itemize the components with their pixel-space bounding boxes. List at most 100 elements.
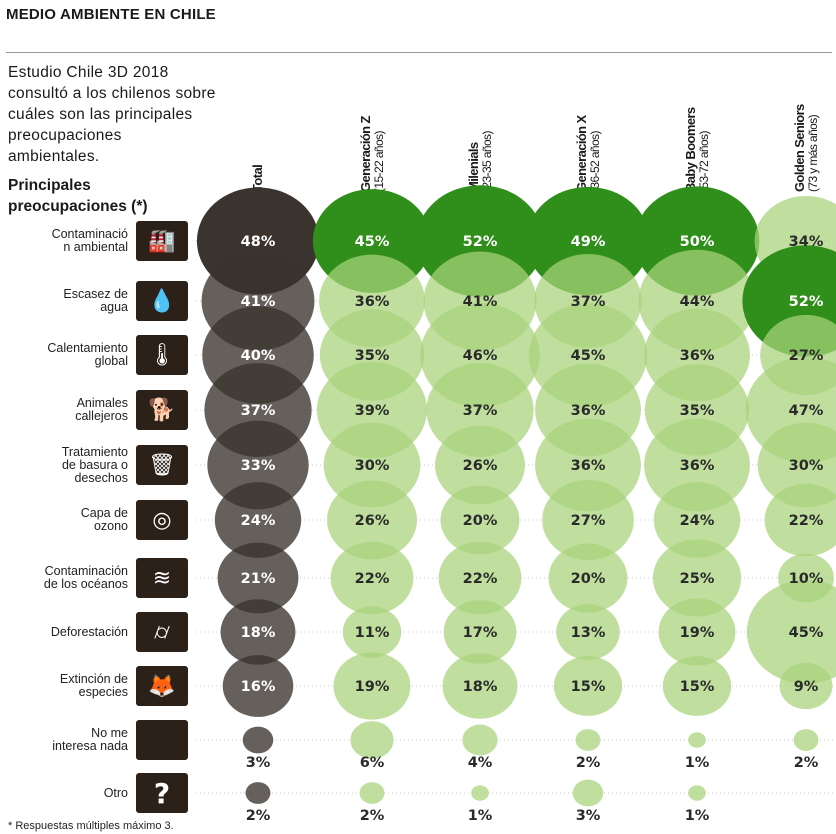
value-label: 34% bbox=[789, 234, 824, 250]
row-label-line: agua bbox=[100, 300, 128, 314]
fox-icon: 🦊 bbox=[136, 666, 188, 706]
value-label: 40% bbox=[241, 348, 276, 364]
bubble-mark bbox=[207, 420, 309, 510]
factory-icon: 🏭 bbox=[136, 221, 188, 261]
intro-line: ambientales. bbox=[8, 148, 100, 165]
row-label-line: No me bbox=[91, 726, 128, 740]
value-label: 36% bbox=[680, 348, 715, 364]
bubble-mark bbox=[779, 662, 833, 710]
value-label: 37% bbox=[463, 403, 498, 419]
row-label-line: Contaminació bbox=[51, 227, 128, 241]
value-label: 50% bbox=[680, 234, 715, 250]
row-label-line: ozono bbox=[93, 519, 128, 533]
row-label-line: Calentamiento bbox=[47, 341, 128, 355]
value-label: 2% bbox=[360, 808, 385, 824]
row-label: Deforestación bbox=[50, 624, 128, 639]
value-label: 52% bbox=[463, 234, 498, 250]
value-label: 13% bbox=[571, 625, 606, 641]
row-label: No me interesa nada bbox=[52, 727, 128, 753]
value-label: 25% bbox=[680, 571, 715, 587]
value-label: 6% bbox=[360, 755, 385, 771]
bubble-mark bbox=[220, 599, 296, 665]
bubble-mark bbox=[548, 543, 628, 613]
dog-icon: 🐕 bbox=[136, 390, 188, 430]
row-label-line: Deforestación bbox=[50, 624, 128, 639]
value-label: 24% bbox=[241, 513, 276, 529]
value-label: 46% bbox=[463, 348, 498, 364]
bubble-mark bbox=[443, 600, 517, 664]
value-label: 22% bbox=[463, 571, 498, 587]
bubble-mark bbox=[440, 485, 520, 555]
bubble-mark bbox=[556, 604, 620, 660]
value-label: 22% bbox=[355, 571, 390, 587]
bubble-mark bbox=[746, 580, 836, 684]
value-label: 2% bbox=[794, 755, 819, 771]
bubble-mark bbox=[323, 422, 421, 508]
value-label: 21% bbox=[241, 571, 276, 587]
bubble-mark bbox=[327, 480, 417, 560]
bubble-mark bbox=[553, 656, 623, 716]
value-label: 2% bbox=[576, 755, 601, 771]
value-label: 3% bbox=[246, 755, 271, 771]
bubble-mark bbox=[245, 782, 271, 804]
value-label: 49% bbox=[571, 234, 606, 250]
value-label: 9% bbox=[794, 679, 819, 695]
bubble-mark bbox=[572, 779, 604, 807]
row-label: Calentamiento global bbox=[47, 342, 128, 368]
value-label: 36% bbox=[571, 403, 606, 419]
row-label: Escasez de agua bbox=[63, 288, 128, 314]
value-label: 37% bbox=[241, 403, 276, 419]
value-label: 41% bbox=[463, 294, 498, 310]
value-label: 26% bbox=[355, 513, 390, 529]
value-label: 17% bbox=[463, 625, 498, 641]
bubble-mark bbox=[217, 542, 299, 614]
bubble-mark bbox=[688, 785, 706, 801]
value-label: 11% bbox=[355, 625, 390, 641]
value-label: 45% bbox=[355, 234, 390, 250]
row-label-line: Capa de bbox=[80, 506, 128, 520]
intro-line: consultó a los chilenos sobre bbox=[8, 85, 216, 102]
bubble-mark bbox=[435, 425, 525, 505]
value-label: 20% bbox=[571, 571, 606, 587]
value-label: 1% bbox=[685, 755, 710, 771]
bubble-mark bbox=[242, 726, 274, 754]
question-mark-icon: ? bbox=[136, 773, 188, 813]
intro-line: Estudio Chile 3D 2018 bbox=[8, 64, 169, 81]
blank-icon bbox=[136, 720, 188, 760]
row-label-line: global bbox=[94, 354, 128, 368]
bubble-mark bbox=[442, 653, 518, 719]
bubble-mark bbox=[764, 483, 836, 557]
section-title: MEDIO AMBIENTE EN CHILE bbox=[6, 6, 216, 23]
value-label: 33% bbox=[241, 458, 276, 474]
row-label-line: interesa nada bbox=[52, 739, 128, 753]
value-label: 48% bbox=[241, 234, 276, 250]
value-label: 1% bbox=[685, 808, 710, 824]
value-label: 20% bbox=[463, 513, 498, 529]
row-label-line: Otro bbox=[103, 785, 128, 800]
value-label: 47% bbox=[789, 403, 824, 419]
row-label-line: Tratamiento bbox=[61, 444, 128, 459]
thermometer-icon: 🌡 bbox=[136, 335, 188, 375]
row-label-line: Escasez de bbox=[63, 287, 128, 301]
ozone-globe-icon: ◎ bbox=[136, 500, 188, 540]
chart-subtitle: Principales preocupaciones (*) bbox=[8, 175, 148, 217]
value-label: 15% bbox=[571, 679, 606, 695]
bubble-mark bbox=[542, 479, 634, 561]
bubble-mark bbox=[330, 541, 414, 615]
waves-icon: ≋ bbox=[136, 558, 188, 598]
row-label-line: de basura o bbox=[61, 457, 128, 472]
subtitle-line: Principales bbox=[8, 177, 91, 194]
water-drop-icon: 💧 bbox=[136, 281, 188, 321]
value-label: 36% bbox=[571, 458, 606, 474]
value-label: 36% bbox=[680, 458, 715, 474]
bubble-mark bbox=[214, 482, 302, 558]
value-label: 41% bbox=[241, 294, 276, 310]
bubble-mark bbox=[658, 598, 736, 666]
value-label: 24% bbox=[680, 513, 715, 529]
row-label-line: Contaminación bbox=[44, 564, 128, 578]
bubble-mark bbox=[575, 729, 601, 751]
row-label: Animales callejeros bbox=[75, 397, 128, 423]
intro-line: cuáles son las principales bbox=[8, 106, 193, 123]
value-label: 30% bbox=[355, 458, 390, 474]
